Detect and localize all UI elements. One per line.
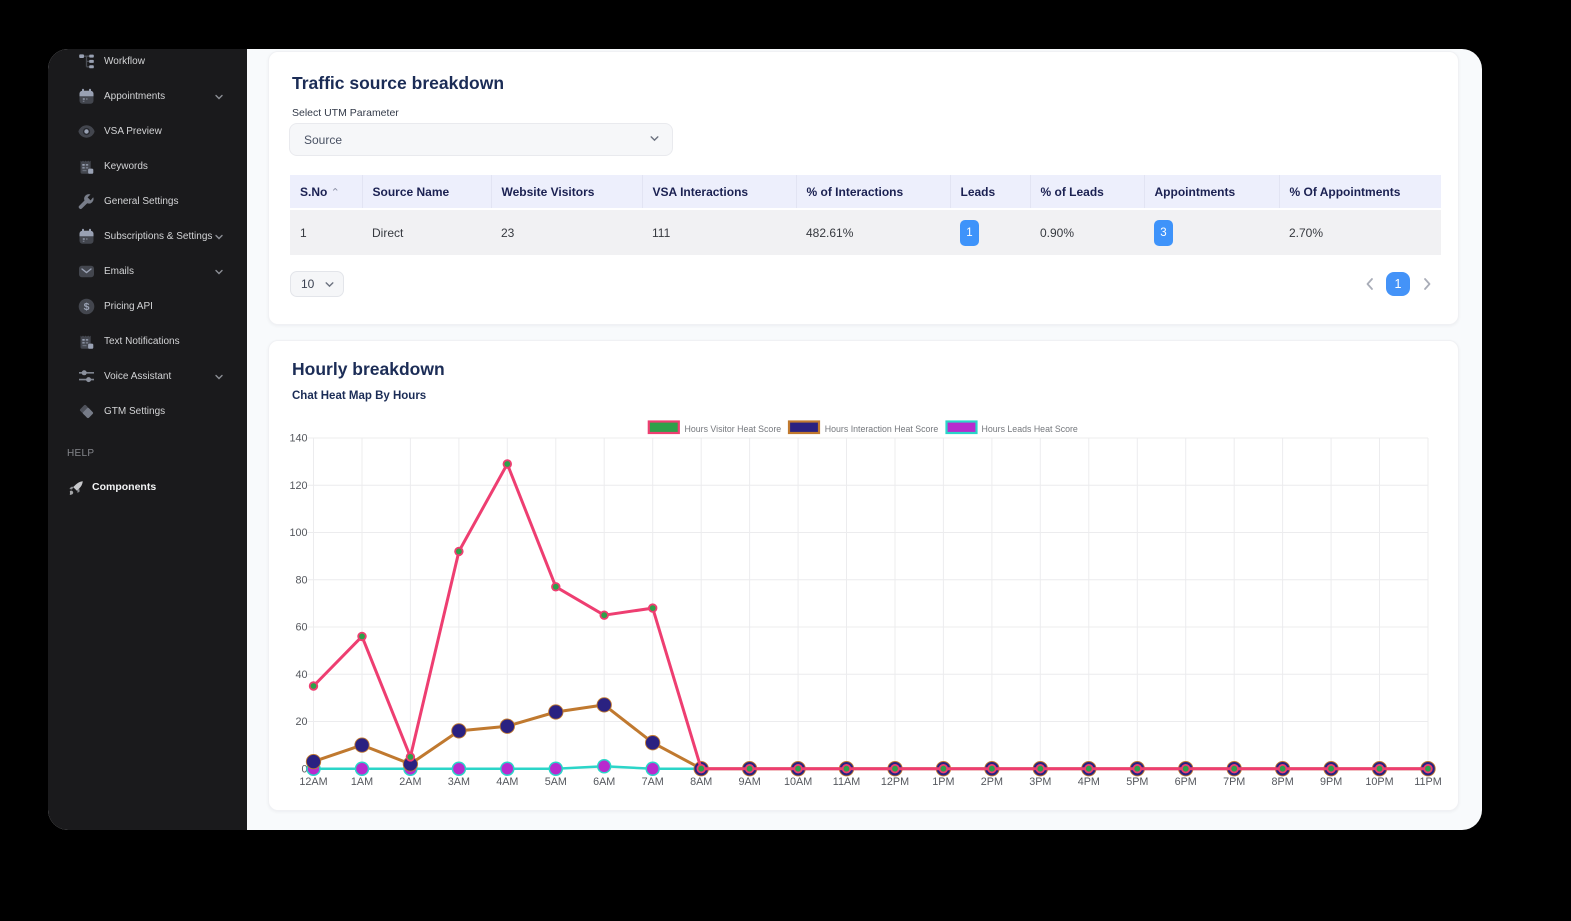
svg-text:1PM: 1PM [932, 776, 954, 788]
svg-text:5AM: 5AM [545, 776, 567, 788]
svg-text:9PM: 9PM [1320, 776, 1342, 788]
svg-text:60: 60 [295, 622, 307, 634]
svg-text:2AM: 2AM [399, 776, 421, 788]
svg-text:Hours Visitor Heat Score: Hours Visitor Heat Score [685, 424, 782, 434]
svg-text:4PM: 4PM [1078, 776, 1100, 788]
svg-text:11PM: 11PM [1414, 776, 1441, 788]
svg-text:3PM: 3PM [1029, 776, 1051, 788]
svg-text:80: 80 [295, 574, 307, 586]
svg-text:11AM: 11AM [833, 776, 860, 788]
svg-text:Hours Leads Heat Score: Hours Leads Heat Score [982, 424, 1078, 434]
svg-text:8AM: 8AM [690, 776, 712, 788]
svg-text:7PM: 7PM [1223, 776, 1245, 788]
svg-text:10PM: 10PM [1365, 776, 1393, 788]
svg-text:100: 100 [289, 527, 307, 539]
svg-text:120: 120 [289, 480, 307, 492]
svg-text:5PM: 5PM [1126, 776, 1148, 788]
svg-text:6AM: 6AM [593, 776, 615, 788]
svg-text:3AM: 3AM [448, 776, 470, 788]
svg-text:140: 140 [289, 433, 307, 445]
svg-text:12AM: 12AM [299, 776, 327, 788]
svg-text:2PM: 2PM [981, 776, 1003, 788]
svg-text:12PM: 12PM [881, 776, 909, 788]
svg-text:6PM: 6PM [1175, 776, 1197, 788]
svg-text:4AM: 4AM [496, 776, 518, 788]
svg-text:1AM: 1AM [351, 776, 373, 788]
svg-text:7AM: 7AM [642, 776, 664, 788]
svg-text:10AM: 10AM [784, 776, 812, 788]
svg-text:20: 20 [295, 716, 307, 728]
svg-text:$: $ [84, 301, 90, 313]
svg-text:40: 40 [295, 669, 307, 681]
svg-text:8PM: 8PM [1271, 776, 1293, 788]
svg-text:9AM: 9AM [738, 776, 760, 788]
svg-text:Hours Interaction Heat Score: Hours Interaction Heat Score [825, 424, 939, 434]
svg-text:0: 0 [301, 763, 307, 775]
